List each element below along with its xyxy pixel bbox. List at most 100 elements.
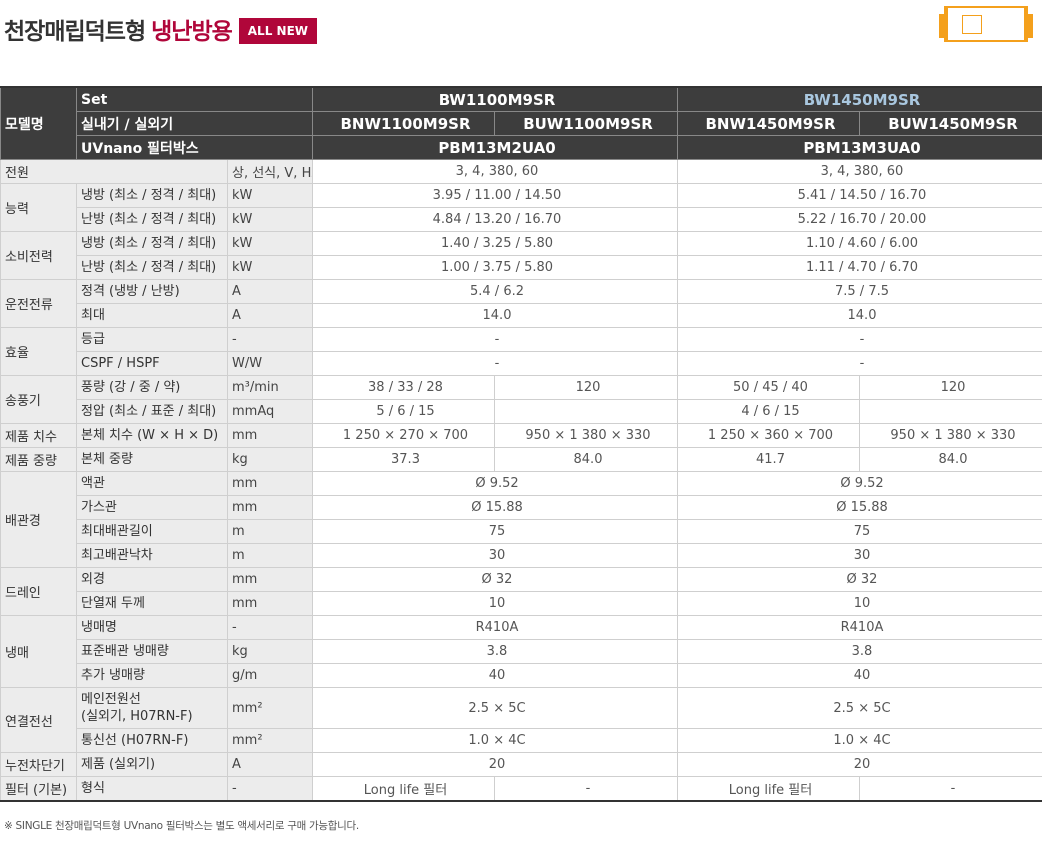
item-cell: CSPF / HSPF [76,351,228,376]
value-cell: Long life 필터 [312,776,495,802]
page-title: 천장매립덕트형 냉난방용 ALL NEW [4,12,318,46]
category-cell: 송풍기 [0,375,77,424]
item-cell: 정격 (냉방 / 난방) [76,279,228,304]
value-cell: 1.0 × 4C [677,728,1042,753]
value-cell: 20 [312,752,678,777]
value-cell: 950 × 1 380 × 330 [859,423,1042,448]
item-cell: 최고배관낙차 [76,543,228,568]
value-cell: 75 [312,519,678,544]
unit-cell: A [227,752,313,777]
value-cell: 30 [312,543,678,568]
table-row: 능력 냉방 (최소 / 정격 / 최대) kW 3.95 / 11.00 / 14.5… [0,183,1042,232]
set-a: BW1100M9SR [312,86,678,112]
category-cell: 능력 [0,183,77,232]
table-row: 추가 냉매량 g/m 40 40 [1,663,1042,688]
value-cell: 5.22 / 16.70 / 20.00 [677,207,1042,232]
item-cell: 최대배관길이 [76,519,228,544]
spec-table: 모델명 Set BW1100M9SR BW1450M9SR 실내기 / 실외기 … [0,86,1042,802]
unit-cell: kW [227,231,313,256]
category-cell: 소비전력 [0,231,77,280]
unit-cell: A [227,279,313,304]
unit-cell: mmAq [227,399,313,424]
table-row: CSPF / HSPF W/W - - [1,351,1042,376]
value-cell: 4.84 / 13.20 / 16.70 [312,207,678,232]
table-row: 최대배관길이 m 75 75 [1,519,1042,544]
value-cell: Long life 필터 [677,776,860,802]
item-cell: 액관 [76,471,228,496]
model-label: 모델명 [0,86,77,160]
unit-cell: mm [227,471,313,496]
value-cell: 120 [494,375,678,400]
item-cell: 추가 냉매량 [76,663,228,688]
value-cell: 3.95 / 11.00 / 14.50 [312,183,678,208]
value-cell: 1.40 / 3.25 / 5.80 [312,231,678,256]
table-row: 효율 등급 - - - [0,327,1042,376]
unit-cell: mm [227,567,313,592]
value-cell: 1 250 × 360 × 700 [677,423,860,448]
unit-cell: 상, 선식, V, Hz [227,159,313,184]
title-accent: 냉난방용 [151,19,233,45]
value-cell: 38 / 33 / 28 [312,375,495,400]
filter-b: PBM13M3UA0 [677,135,1042,160]
table-row: 난방 (최소 / 정격 / 최대) kW 4.84 / 13.20 / 16.70 5… [1,207,1042,232]
item-cell: 통신선 (H07RN-F) [76,728,228,753]
table-row: 단열재 두께 mm 10 10 [1,591,1042,616]
table-row: 냉매 냉매명 - R410A R410A [0,615,1042,688]
value-cell: 3.8 [677,639,1042,664]
value-cell: Ø 32 [312,567,678,592]
unit-cell: mm² [227,687,313,729]
table-row: 전원 상, 선식, V, Hz 3, 4, 380, 60 3, 4, 380, 60 [0,159,1042,184]
item-cell: 정압 (최소 / 표준 / 최대) [76,399,228,424]
category-cell: 누전차단기 [0,752,77,777]
item-cell: 외경 [76,567,228,592]
item-cell: 풍량 (강 / 중 / 약) [76,375,228,400]
unit-cell: m [227,543,313,568]
table-row: 난방 (최소 / 정격 / 최대) kW 1.00 / 3.75 / 5.80 1.1… [1,255,1042,280]
category-cell: 제품 중량 [0,447,77,472]
value-cell [859,399,1042,424]
value-cell: 950 × 1 380 × 330 [494,423,678,448]
value-cell: 7.5 / 7.5 [677,279,1042,304]
unit-cell: kW [227,207,313,232]
value-cell: Ø 15.88 [312,495,678,520]
value-cell: 2.5 × 5C [312,687,678,729]
value-cell: 14.0 [312,303,678,328]
value-cell: 10 [677,591,1042,616]
category-cell: 연결전선 [0,687,77,753]
value-cell: 1.00 / 3.75 / 5.80 [312,255,678,280]
indoor-b: BNW1450M9SR [677,111,860,136]
table-row: 통신선 (H07RN-F) mm² 1.0 × 4C 1.0 × 4C [1,728,1042,753]
item-cell: 표준배관 냉매량 [76,639,228,664]
table-row: 표준배관 냉매량 kg 3.8 3.8 [1,639,1042,664]
unit-cell: kW [227,255,313,280]
value-cell [494,399,678,424]
value-cell: 30 [677,543,1042,568]
item-cell: 본체 중량 [76,447,228,472]
category-cell: 냉매 [0,615,77,688]
item-cell: 난방 (최소 / 정격 / 최대) [76,207,228,232]
unit-cell: g/m [227,663,313,688]
item-cell: 냉매명 [76,615,228,640]
category-cell: 운전전류 [0,279,77,328]
unit-cell: kW [227,183,313,208]
value-cell: 41.7 [677,447,860,472]
value-cell: Ø 15.88 [677,495,1042,520]
value-cell: 37.3 [312,447,495,472]
value-cell: 10 [312,591,678,616]
value-cell: R410A [677,615,1042,640]
category-cell: 전원 [0,159,228,184]
item-cell: 냉방 (최소 / 정격 / 최대) [76,231,228,256]
table-row: 정압 (최소 / 표준 / 최대) mmAq 5 / 6 / 15 4 / 6 / 1… [1,399,1042,424]
unit-cell: mm [227,495,313,520]
value-cell: Ø 9.52 [312,471,678,496]
value-cell: 4 / 6 / 15 [677,399,860,424]
table-row: 누전차단기 제품 (실외기) A 20 20 [0,752,1042,777]
category-cell: 제품 치수 [0,423,77,448]
value-cell: 84.0 [494,447,678,472]
category-cell: 배관경 [0,471,77,568]
value-cell: 1.0 × 4C [312,728,678,753]
table-row: 연결전선 메인전원선 (실외기, H07RN-F) mm² 2.5 × 5C 2.5 ×… [0,687,1042,753]
unit-cell: A [227,303,313,328]
item-cell: 제품 (실외기) [76,752,228,777]
value-cell: 84.0 [859,447,1042,472]
